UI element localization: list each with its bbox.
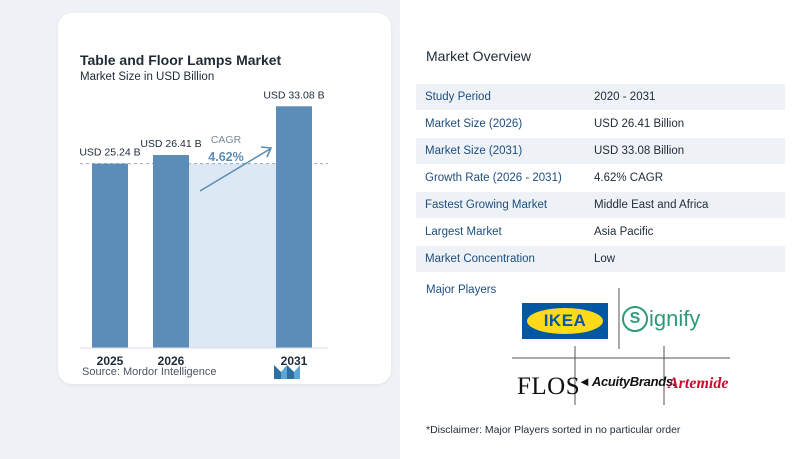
chart-card: Table and Floor Lamps Market Market Size…	[58, 13, 391, 384]
acuity-brands-logo: ◄ AcuityBrands.	[578, 374, 676, 389]
overview-row-label: Market Size (2026)	[425, 118, 523, 130]
ikea-logo: IKEA	[522, 303, 608, 339]
market-overview-panel: Market Overview Study Period 2020 - 2031 M…	[400, 0, 800, 459]
overview-row-label: Growth Rate (2026 - 2031)	[425, 172, 562, 184]
acuity-mark-icon: ◄	[578, 374, 591, 389]
overview-row-value: Asia Pacific	[594, 226, 654, 238]
artemide-logo: Artemide	[668, 375, 729, 392]
overview-row: Fastest Growing Market Middle East and Af…	[416, 192, 785, 219]
overview-row-label: Largest Market	[425, 226, 502, 238]
overview-table: Study Period 2020 - 2031 Market Size (2026…	[416, 84, 785, 273]
acuity-logo-text: AcuityBrands.	[591, 374, 677, 389]
bar-2031	[276, 106, 312, 348]
x-tick-label: 2025	[97, 354, 124, 368]
overview-row: Study Period 2020 - 2031	[416, 84, 785, 111]
signify-logo: S ignify	[622, 306, 700, 332]
bar-2025	[92, 163, 128, 348]
signify-logo-text: ignify	[649, 306, 701, 331]
cagr-arrowhead-icon	[260, 146, 273, 158]
disclaimer-text: *Disclaimer: Major Players sorted in no …	[426, 424, 681, 436]
overview-row: Market Concentration Low	[416, 246, 785, 273]
cagr-shade-area	[189, 163, 276, 348]
bar-value-label: USD 25.24 B	[79, 147, 140, 159]
major-players-label: Major Players	[426, 284, 497, 296]
overview-row-label: Market Size (2031)	[425, 145, 523, 157]
players-grid-lines	[512, 288, 730, 405]
chart-title: Table and Floor Lamps Market	[80, 52, 282, 68]
overview-row: Largest Market Asia Pacific	[416, 219, 785, 246]
overview-row-value: USD 33.08 Billion	[594, 145, 685, 157]
overview-row-value: 4.62% CAGR	[594, 172, 664, 184]
overview-row: Market Size (2031) USD 33.08 Billion	[416, 138, 785, 165]
cagr-value: 4.62%	[208, 150, 243, 164]
x-tick-label: 2026	[158, 354, 185, 368]
overview-row-value: Middle East and Africa	[594, 199, 709, 211]
bar-2026	[153, 155, 189, 348]
overview-row: Market Size (2026) USD 26.41 Billion	[416, 111, 785, 138]
overview-row-value: Low	[594, 253, 616, 265]
cagr-arrow-line	[199, 148, 271, 192]
signify-mark: S	[622, 306, 648, 332]
mordor-intelligence-logo	[274, 365, 300, 379]
bar-value-label: USD 26.41 B	[140, 138, 201, 150]
overview-row-label: Market Concentration	[425, 253, 535, 265]
cagr-label: CAGR	[211, 134, 242, 146]
chart-subtitle: Market Size in USD Billion	[80, 71, 215, 83]
source-text: Source: Mordor Intelligence	[82, 366, 217, 378]
overview-row-value: 2020 - 2031	[594, 91, 656, 103]
bar-value-label: USD 33.08 B	[263, 89, 324, 101]
flos-logo: FLOS	[517, 373, 581, 400]
overview-row-label: Fastest Growing Market	[425, 199, 548, 211]
overview-title: Market Overview	[426, 48, 532, 64]
ikea-logo-text: IKEA	[543, 311, 587, 330]
x-tick-label: 2031	[281, 354, 308, 368]
overview-row-label: Study Period	[425, 91, 491, 103]
overview-row-value: USD 26.41 Billion	[594, 118, 685, 130]
overview-row: Growth Rate (2026 - 2031) 4.62% CAGR	[416, 165, 785, 192]
